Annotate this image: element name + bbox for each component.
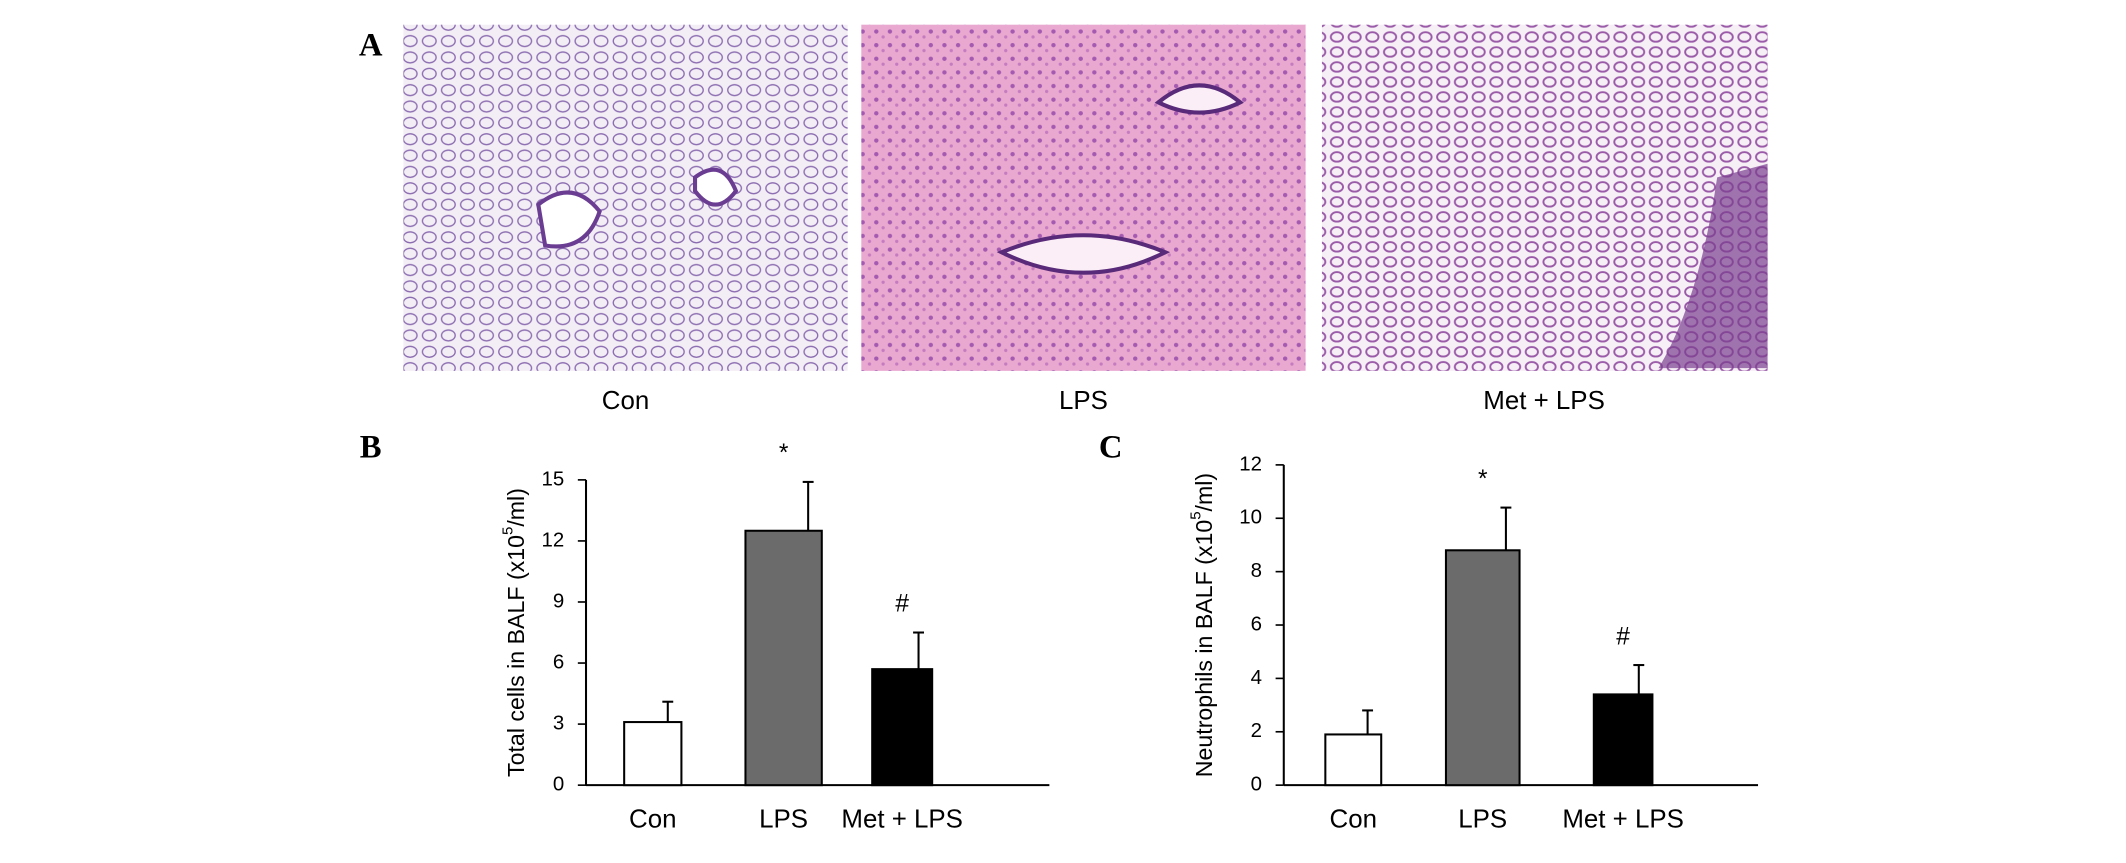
- y-axis-label: Total cells in BALF (x105/ml): [499, 488, 529, 777]
- significance-marker: *: [779, 440, 789, 467]
- y-axis-label: Neutrophils in BALF (x105/ml): [1188, 473, 1218, 777]
- y-tick-label: 10: [1239, 506, 1262, 529]
- histology-image: [403, 24, 848, 371]
- y-tick-label: 0: [1251, 773, 1262, 796]
- histology-image: [861, 24, 1306, 371]
- x-tick-label: Con: [1330, 805, 1377, 833]
- panel-label: C: [1099, 429, 1123, 465]
- y-label-text: Total cells in BALF (x10: [503, 535, 529, 777]
- y-label-end: /ml): [503, 488, 529, 527]
- x-tick-label: LPS: [759, 805, 808, 833]
- y-tick-label: 15: [541, 467, 564, 490]
- x-tick-label: Con: [629, 805, 676, 833]
- y-tick-label: 8: [1251, 559, 1262, 582]
- panel-label: A: [359, 27, 383, 63]
- y-tick-label: 2: [1251, 719, 1262, 742]
- y-tick-label: 3: [553, 712, 564, 735]
- x-tick-label: LPS: [1458, 805, 1507, 833]
- bar: [623, 721, 683, 787]
- bar: [1324, 733, 1383, 787]
- x-tick-label: Met + LPS: [841, 805, 963, 833]
- image-caption: Met + LPS: [1483, 387, 1605, 415]
- panel-label: B: [360, 429, 382, 465]
- y-tick-label: 9: [553, 589, 564, 612]
- y-label-sup: 5: [1188, 511, 1205, 519]
- significance-marker: #: [1616, 623, 1630, 650]
- y-tick-label: 0: [553, 773, 564, 796]
- airway: [996, 83, 1244, 275]
- y-tick-label: 12: [1239, 452, 1262, 475]
- y-tick-label: 6: [553, 650, 564, 673]
- bar: [1592, 693, 1654, 787]
- bar: [744, 529, 823, 787]
- airway: [536, 167, 739, 249]
- y-tick-label: 12: [541, 528, 564, 551]
- y-label-end: /ml): [1191, 473, 1217, 512]
- y-label-sup: 5: [499, 527, 516, 535]
- x-tick-label: Met + LPS: [1562, 805, 1684, 833]
- significance-marker: *: [1478, 466, 1488, 493]
- y-tick-label: 4: [1251, 666, 1262, 689]
- image-caption: LPS: [1059, 387, 1108, 415]
- significance-marker: #: [895, 591, 909, 618]
- y-tick-label: 6: [1251, 612, 1262, 635]
- airway: [1658, 163, 1768, 369]
- y-label-text: Neutrophils in BALF (x10: [1191, 520, 1217, 777]
- image-caption: Con: [602, 387, 649, 415]
- bar: [1444, 549, 1521, 787]
- bar: [871, 668, 934, 787]
